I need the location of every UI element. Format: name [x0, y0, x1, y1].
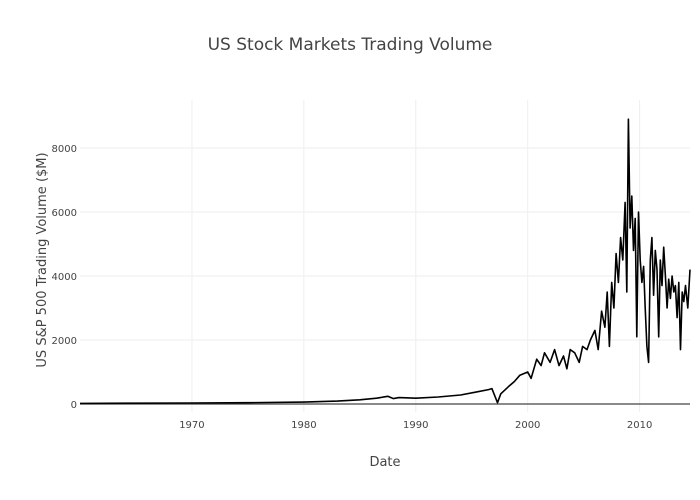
y-axis-title: US S&P 500 Trading Volume ($M): [35, 152, 50, 367]
y-tick-label: 4000: [52, 272, 77, 283]
gridlines: [80, 100, 690, 412]
x-axis-ticks: 1970 1980 1990 2000 2010: [179, 420, 652, 431]
x-tick-label: 2000: [515, 420, 540, 431]
x-axis-title: Date: [369, 455, 400, 470]
y-tick-label: 6000: [52, 208, 77, 219]
x-tick-label: 1990: [403, 420, 428, 431]
y-tick-label: 8000: [52, 144, 77, 155]
x-tick-label: 2010: [627, 420, 652, 431]
x-tick-label: 1980: [291, 420, 316, 431]
y-axis-ticks: 0 2000 4000 6000 8000: [52, 144, 77, 411]
x-tick-label: 1970: [179, 420, 204, 431]
y-tick-label: 0: [71, 400, 77, 411]
y-tick-label: 2000: [52, 336, 77, 347]
series-layer: [79, 118, 691, 405]
series-line: [79, 118, 691, 405]
chart-title: US Stock Markets Trading Volume: [208, 35, 493, 55]
